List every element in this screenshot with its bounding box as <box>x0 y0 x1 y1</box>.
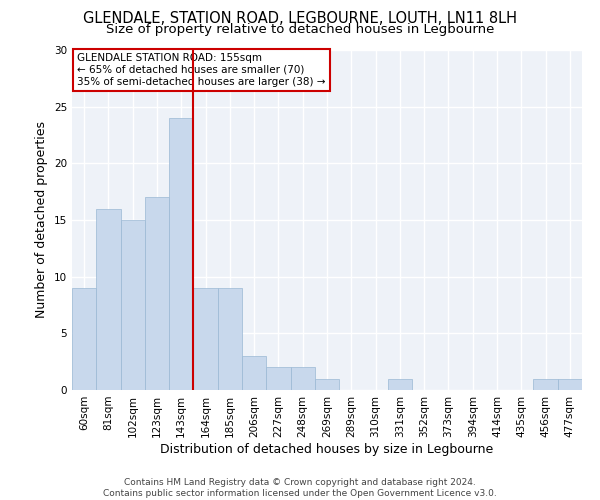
Text: Contains HM Land Registry data © Crown copyright and database right 2024.
Contai: Contains HM Land Registry data © Crown c… <box>103 478 497 498</box>
Bar <box>169 118 193 390</box>
Bar <box>558 378 582 390</box>
Bar <box>218 288 242 390</box>
Bar <box>388 378 412 390</box>
Bar <box>533 378 558 390</box>
Text: Size of property relative to detached houses in Legbourne: Size of property relative to detached ho… <box>106 22 494 36</box>
Bar <box>121 220 145 390</box>
Bar <box>242 356 266 390</box>
Bar <box>145 198 169 390</box>
Bar <box>315 378 339 390</box>
Bar <box>266 368 290 390</box>
Text: GLENDALE STATION ROAD: 155sqm
← 65% of detached houses are smaller (70)
35% of s: GLENDALE STATION ROAD: 155sqm ← 65% of d… <box>77 54 326 86</box>
Bar <box>72 288 96 390</box>
X-axis label: Distribution of detached houses by size in Legbourne: Distribution of detached houses by size … <box>160 442 494 456</box>
Text: GLENDALE, STATION ROAD, LEGBOURNE, LOUTH, LN11 8LH: GLENDALE, STATION ROAD, LEGBOURNE, LOUTH… <box>83 11 517 26</box>
Y-axis label: Number of detached properties: Number of detached properties <box>35 122 49 318</box>
Bar <box>96 208 121 390</box>
Bar <box>193 288 218 390</box>
Bar <box>290 368 315 390</box>
